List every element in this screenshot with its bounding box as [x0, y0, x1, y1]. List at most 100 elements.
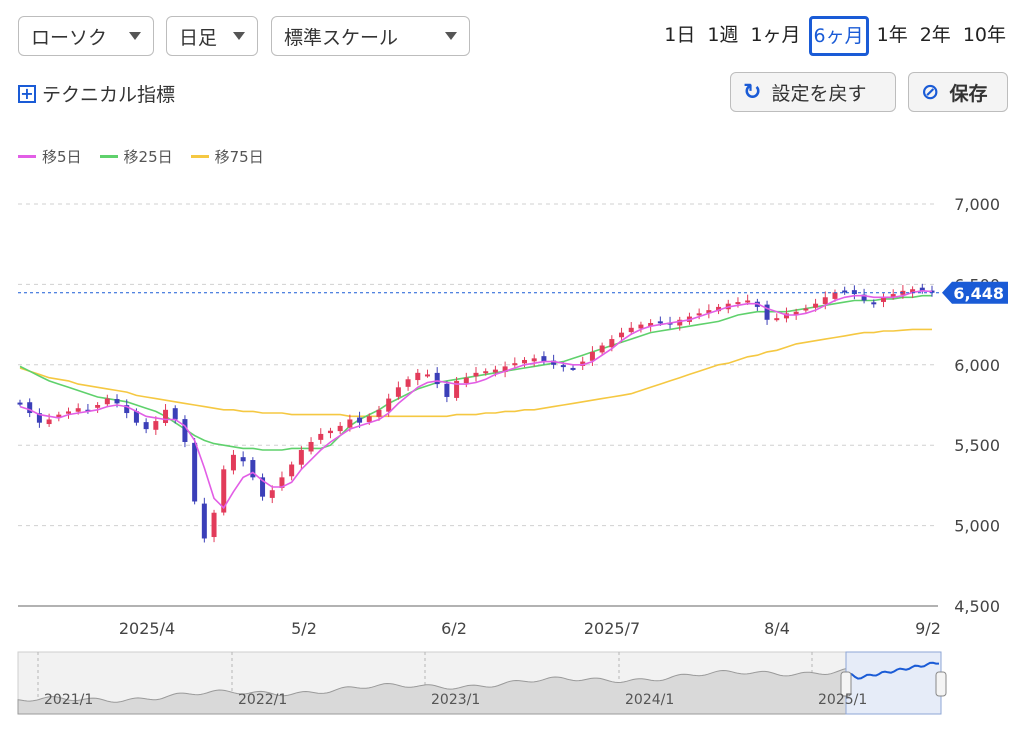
candle-body [851, 290, 857, 295]
reset-settings-label: 設定を戻す [771, 82, 867, 105]
candle-body [483, 371, 489, 374]
period-2y[interactable]: 2年 [919, 24, 951, 46]
candle-body [522, 359, 528, 364]
y-tick-label: 7,000 [954, 195, 1000, 214]
candle-body [677, 319, 683, 326]
period-10y[interactable]: 10年 [962, 24, 1006, 46]
candle-body [813, 303, 819, 308]
last-price-label: 6,448 [953, 284, 1004, 303]
save-label: 保存 [949, 82, 988, 105]
technical-indicator-toggle[interactable]: + テクニカル指標 [18, 80, 175, 107]
period-1w[interactable]: 1週 [707, 24, 739, 46]
candle-body [803, 308, 809, 311]
candle-body [842, 290, 848, 293]
candle-body [250, 460, 256, 478]
ma-legend: 移5日 移25日 移75日 [18, 146, 264, 167]
y-tick-label: 6,000 [954, 356, 1000, 375]
ma25-swatch [99, 155, 118, 158]
last-price-badge [942, 281, 1008, 304]
candle-body [716, 306, 722, 312]
navigator-right-handle[interactable] [935, 671, 947, 697]
interval-select[interactable]: 日足 [166, 16, 258, 56]
legend-ma25: 移25日 [99, 146, 173, 167]
chevron-down-icon [445, 32, 457, 40]
candle-body [327, 430, 333, 434]
candle-body [434, 372, 440, 385]
candle-body [221, 469, 227, 513]
candle-body [551, 360, 557, 365]
candle-body [919, 287, 925, 291]
period-1d[interactable]: 1日 [664, 24, 696, 46]
candle-body [46, 419, 52, 425]
candle-body [415, 372, 421, 381]
y-tick-label: 5,500 [954, 436, 1000, 455]
x-tick-label: 5/2 [291, 619, 317, 638]
legend-ma75: 移75日 [190, 146, 264, 167]
candle-body [910, 289, 916, 293]
x-tick-label: 2025/7 [584, 619, 640, 638]
candle-body [114, 399, 120, 404]
x-tick-label: 8/4 [764, 619, 790, 638]
technical-indicator-label: テクニカル指標 [42, 84, 176, 106]
period-1y[interactable]: 1年 [876, 24, 908, 46]
candle-body [17, 402, 23, 405]
refresh-icon: ↻ [743, 79, 762, 105]
candle-body [454, 380, 460, 398]
candle-body [260, 477, 266, 497]
x-axis-labels: 2025/4 5/2 6/2 2025/7 8/4 9/2 [119, 619, 941, 638]
candle-body [124, 405, 130, 414]
ma75-path [19, 328, 932, 418]
candle-body [589, 351, 595, 361]
navigator-year-label: 2023/1 [431, 692, 480, 708]
range-navigator[interactable]: 2021/1 2022/1 2023/1 2024/1 2025/1 [0, 650, 1024, 720]
y-tick-label: 4,500 [954, 597, 1000, 616]
candle-body [75, 408, 81, 412]
navigator-year-label: 2024/1 [625, 692, 674, 708]
candle-body [211, 512, 217, 538]
scale-value: 標準スケール [284, 26, 399, 49]
candle-body [337, 425, 343, 432]
candle-body [163, 409, 169, 424]
candle-body [648, 322, 654, 327]
navigator-labels: 2021/1 2022/1 2023/1 2024/1 2025/1 [44, 692, 867, 708]
last-price-marker: 6,448 [18, 281, 1008, 304]
candle-body [376, 409, 382, 417]
candle-body [347, 419, 353, 428]
candle-body [444, 383, 450, 397]
candle-body [502, 366, 508, 373]
candle-body [783, 313, 789, 319]
period-tabs: 1日 1週 1ヶ月 6ヶ月 1年 2年 10年 [656, 16, 1010, 56]
y-tick-label: 5,000 [954, 517, 1000, 536]
chart-grid [18, 203, 938, 607]
ma75-swatch [190, 155, 209, 158]
chart-type-value: ローソク [31, 26, 108, 49]
period-6m[interactable]: 6ヶ月 [808, 16, 869, 56]
candle-body [143, 422, 149, 430]
candle-body [774, 318, 780, 321]
chevron-down-icon [233, 32, 245, 40]
candle-body [861, 294, 867, 301]
scale-select[interactable]: 標準スケール [271, 16, 470, 56]
candle-body [240, 457, 246, 462]
legend-ma5: 移5日 [18, 146, 82, 167]
candle-body [880, 297, 886, 302]
candle-body [56, 414, 62, 418]
candle-body [745, 300, 751, 303]
reset-settings-button[interactable]: ↻ 設定を戻す [730, 72, 896, 112]
navigator-left-handle[interactable] [840, 671, 852, 697]
candle-body [580, 361, 586, 366]
candle-body [133, 411, 139, 423]
candle-body [638, 324, 644, 329]
ma5-path [19, 289, 933, 510]
chart-type-select[interactable]: ローソク [18, 16, 154, 56]
candle-body [599, 345, 605, 353]
x-tick-label: 2025/4 [119, 619, 175, 638]
candle-body [657, 321, 663, 324]
candle-body [473, 372, 479, 377]
x-tick-label: 6/2 [441, 619, 467, 638]
candle-body [832, 292, 838, 299]
candle-body [36, 413, 42, 423]
save-button[interactable]: ⊘ 保存 [908, 72, 1008, 112]
period-1m[interactable]: 1ヶ月 [750, 24, 801, 46]
